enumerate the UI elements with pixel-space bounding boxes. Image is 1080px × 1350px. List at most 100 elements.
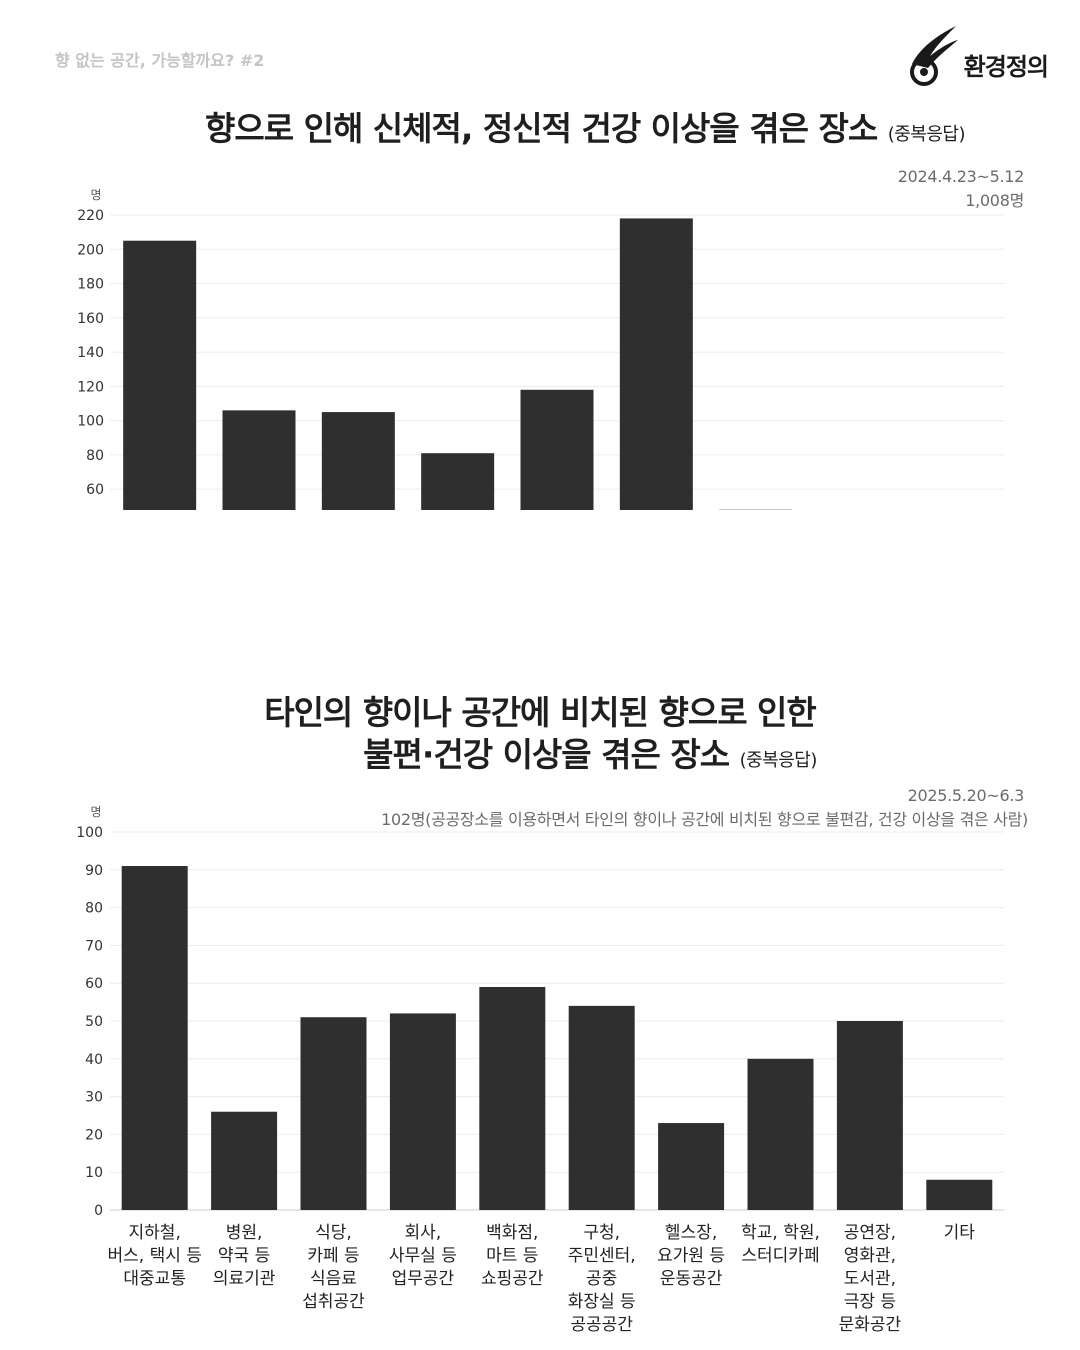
bar-6: [619, 218, 693, 510]
category-label-line: 구청,: [583, 1223, 620, 1243]
y-tick-label: 10: [85, 1165, 103, 1181]
chart2-title-line1: 타인의 향이나 공간에 비치된 향으로 인한: [264, 693, 817, 732]
bar-2: [211, 1111, 278, 1210]
chart1-title-note: (중복응답): [887, 124, 966, 145]
category-label-line: 공중: [586, 1269, 617, 1289]
bar-3: [300, 1017, 367, 1210]
chart2-period: 2025.5.20~6.3: [907, 786, 1025, 805]
category-label-line: 주민센터,: [568, 1246, 636, 1266]
category-label-line: 헬스장,: [665, 1223, 717, 1243]
y-tick-label: 100: [77, 414, 104, 430]
bar-8: [747, 1058, 814, 1210]
category-label-line: 카페 등: [307, 1246, 359, 1266]
chart2-title-line2: 불편·건강 이상을 겪은 장소 (중복응답): [0, 734, 1080, 782]
category-label-line: 백화점,: [486, 1223, 538, 1243]
chart2-meta: 2025.5.20~6.3 102명(공공장소를 이용하면서 타인의 향이나 공…: [381, 784, 1028, 832]
y-tick-label: 50: [85, 1014, 103, 1030]
chart1-title-text: 향으로 인해 신체적, 정신적 건강 이상을 겪은 장소: [205, 109, 878, 148]
category-label-line: 버스, 택시 등: [107, 1246, 201, 1266]
y-tick-label: 30: [85, 1090, 103, 1106]
bar-1: [123, 240, 197, 510]
bar-3: [321, 412, 395, 510]
category-label-line: 회사,: [405, 1223, 442, 1243]
logo-text: 환경정의: [963, 53, 1049, 81]
category-label-line: 운동공간: [660, 1269, 723, 1289]
category-label-line: 화장실 등: [568, 1292, 636, 1312]
y-tick-label: 70: [85, 938, 103, 954]
category-label-line: 업무공간: [392, 1269, 455, 1289]
chart2-title: 타인의 향이나 공간에 비치된 향으로 인한 불편·건강 이상을 겪은 장소 (…: [0, 692, 1080, 782]
category-label-line: 대중교통: [123, 1269, 186, 1289]
chart2-respondents: 102명(공공장소를 이용하면서 타인의 향이나 공간에 비치된 향으로 불편감…: [381, 810, 1028, 829]
y-tick-label: 80: [85, 901, 103, 917]
category-label-line: 마트 등: [486, 1246, 538, 1266]
bar-10: [926, 1179, 993, 1210]
category-label-line: 쇼핑공간: [481, 1269, 544, 1289]
chart1: 명020406080100120140160180200220대중교통의료기관식…: [77, 188, 1004, 510]
category-label-line: 병원,: [226, 1223, 263, 1243]
category-label-line: 섭취공간: [302, 1292, 365, 1312]
y-tick-label: 100: [76, 825, 103, 841]
bar-4: [421, 453, 495, 510]
category-label-line: 요가원 등: [657, 1246, 725, 1266]
y-tick-label: 60: [86, 482, 104, 498]
y-unit-label: 명: [90, 805, 101, 819]
category-label-line: 영화관,: [844, 1246, 896, 1266]
bar-7: [658, 1123, 725, 1210]
category-label-line: 식음료: [310, 1269, 357, 1289]
y-tick-label: 140: [77, 345, 104, 361]
category-label-line: 문화공간: [839, 1315, 902, 1335]
category-label-line: 학교, 학원,: [741, 1223, 820, 1243]
y-tick-label: 90: [85, 863, 103, 879]
category-label-line: 사무실 등: [389, 1246, 457, 1266]
chart1-meta: 2024.4.23~5.12 1,008명: [897, 165, 1025, 213]
y-tick-label: 220: [77, 208, 104, 224]
chart1-title: 향으로 인해 신체적, 정신적 건강 이상을 겪은 장소 (중복응답): [0, 102, 1080, 150]
y-tick-label: 20: [85, 1127, 103, 1143]
chart2-title-note: (중복응답): [739, 750, 818, 771]
bar-5: [479, 986, 546, 1210]
logo: 환경정의: [906, 24, 1049, 86]
bar-9: [836, 1021, 903, 1210]
chart1-period: 2024.4.23~5.12: [897, 167, 1025, 186]
y-tick-label: 0: [94, 1203, 103, 1219]
category-label-line: 의료기관: [213, 1269, 276, 1289]
category-label-line: 도서관,: [844, 1269, 896, 1289]
category-label-line: 공공공간: [570, 1315, 633, 1335]
category-label-line: 약국 등: [218, 1246, 270, 1266]
bird-swoosh-icon: [909, 26, 958, 86]
chart1-respondents: 1,008명: [965, 191, 1024, 210]
y-tick-label: 60: [85, 976, 103, 992]
bar-2: [222, 410, 296, 510]
category-label-line: 식당,: [315, 1223, 352, 1243]
y-tick-label: 80: [86, 448, 104, 464]
bar-1: [121, 866, 188, 1210]
y-tick-label: 160: [77, 311, 104, 327]
category-label-line: 지하철,: [129, 1223, 181, 1243]
category-label-line: 기타: [944, 1223, 976, 1243]
y-unit-label: 명: [90, 188, 101, 202]
bar-5: [520, 389, 594, 510]
category-label-line: 공연장,: [844, 1223, 896, 1243]
series-label: 향 없는 공간, 가능할까요? #2: [55, 51, 265, 70]
y-tick-label: 180: [77, 277, 104, 293]
category-label-line: 스터디카페: [741, 1246, 819, 1266]
y-tick-label: 40: [85, 1052, 103, 1068]
category-label-line: 극장 등: [844, 1292, 896, 1312]
y-tick-label: 200: [77, 242, 104, 258]
category-label: 학교, 학원, 스터디카페: [741, 1223, 820, 1266]
chart2-title-line2-text: 불편·건강 이상을 겪은 장소: [363, 735, 730, 774]
category-label: 기타: [944, 1223, 976, 1243]
bar-4: [389, 1013, 456, 1210]
bar-6: [568, 1005, 635, 1210]
y-tick-label: 120: [77, 379, 104, 395]
